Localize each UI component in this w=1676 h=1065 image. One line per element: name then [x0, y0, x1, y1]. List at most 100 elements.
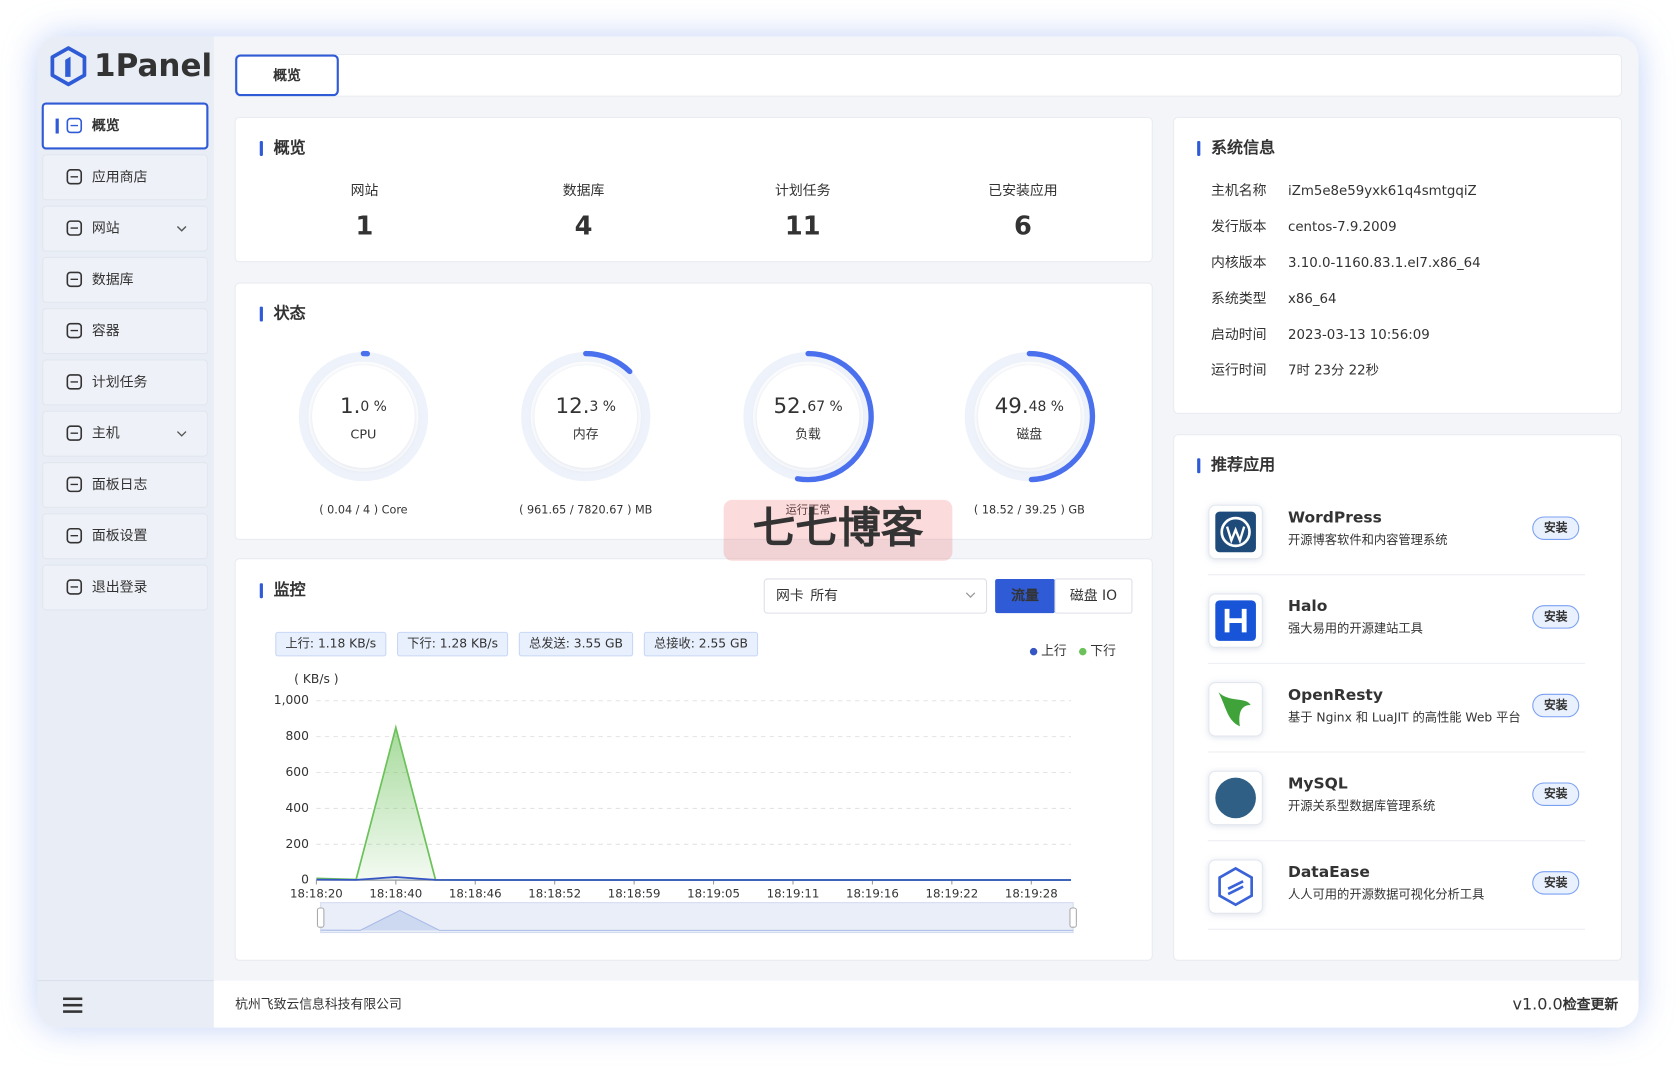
status-card	[234, 282, 1153, 540]
install-button[interactable]	[1532, 516, 1580, 540]
app-logo	[1220, 516, 1251, 548]
app-inner: 1Panel概览应用商店网站数据库容器计划任务主机面板日志面板设置退出登录杭州飞…	[37, 36, 1639, 1028]
select-chevron	[965, 592, 976, 599]
menu-icon	[66, 220, 83, 236]
gauge-value-main: 49.	[995, 394, 1029, 419]
install-label[interactable]: 安装	[1544, 875, 1568, 889]
menu-icon	[66, 169, 83, 185]
menu-item[interactable]: 数据库	[42, 256, 208, 303]
install-button[interactable]	[1532, 693, 1580, 718]
collapse-icon[interactable]	[63, 997, 83, 1001]
sysinfo-label: 启动时间	[1211, 327, 1267, 343]
menu-icon	[66, 117, 83, 134]
sysinfo-label: 发行版本	[1211, 219, 1267, 235]
install-button[interactable]	[1532, 605, 1580, 629]
gauge-value-frac: 67 %	[807, 399, 842, 415]
install-label[interactable]: 安装	[1544, 609, 1568, 623]
menu-item-bg	[42, 410, 208, 457]
legend-marker	[1079, 647, 1087, 656]
gauge-detail: ( 961.65 / 7820.67 ) MB	[519, 504, 652, 517]
menu-item[interactable]: 面板设置	[42, 513, 208, 560]
menu-item-bg	[41, 102, 209, 150]
gauge-value: 12.3 %	[556, 394, 616, 419]
x-tick-label: 18:18:46	[449, 887, 502, 901]
menu-icon	[66, 579, 83, 595]
overview-count[interactable]: 1	[356, 212, 374, 242]
stat-tag-label: 总接收: 2.55 GB	[654, 636, 748, 651]
app-desc: 开源博客软件和内容管理系统	[1288, 532, 1448, 547]
logo-icon	[50, 46, 87, 87]
app-logo	[1225, 526, 1246, 545]
menu-item[interactable]: 面板日志	[42, 461, 208, 508]
gauge-value: 52.67 %	[773, 394, 842, 419]
x-tick-label: 18:18:52	[528, 887, 581, 901]
title-bar	[1197, 458, 1201, 474]
overview-count[interactable]: 4	[575, 212, 593, 242]
menu-icon	[66, 271, 83, 288]
menu-item-bg	[42, 205, 208, 252]
tab-label: 概览	[273, 67, 301, 84]
sysinfo-value: 2023-03-13 10:56:09	[1288, 328, 1430, 343]
menu-item-bg	[42, 256, 208, 303]
gauge-arc	[794, 350, 874, 483]
gauge-value-main: 1.	[340, 394, 360, 419]
overview-count[interactable]: 6	[1014, 212, 1032, 242]
nic-select[interactable]	[763, 578, 988, 614]
tab-button[interactable]	[235, 54, 339, 97]
x-tick-label: 18:18:59	[608, 887, 661, 901]
gauge-value: 1.0 %	[340, 394, 387, 419]
tab-disk-label: 磁盘 IO	[1070, 587, 1117, 604]
stat-tag-label: 总发送: 3.55 GB	[529, 636, 623, 651]
stat-tag	[397, 631, 509, 657]
menu-chevron	[176, 225, 187, 232]
menu-item-bg	[42, 461, 208, 508]
zoom-handle[interactable]	[316, 907, 325, 928]
install-label[interactable]: 安装	[1544, 698, 1568, 712]
install-button[interactable]	[1532, 782, 1580, 806]
install-button[interactable]	[1532, 871, 1580, 895]
overview-count[interactable]: 11	[785, 212, 821, 242]
stat-tag-label: 上行: 1.18 KB/s	[285, 637, 376, 651]
install-label[interactable]: 安装	[1544, 787, 1568, 801]
menu-item[interactable]: 应用商店	[42, 154, 208, 201]
brand: 1Panel	[94, 48, 212, 84]
gauge-value-frac: 0 %	[360, 399, 386, 415]
section-title: 状态	[274, 304, 306, 323]
menu-label: 容器	[92, 322, 120, 339]
y-tick-label: 200	[285, 837, 308, 851]
slider-line	[320, 909, 1074, 931]
app-desc: 人人可用的开源数据可视化分析工具	[1288, 887, 1484, 902]
app-desc: 强大易用的开源建站工具	[1288, 621, 1423, 636]
monitor-card	[234, 558, 1153, 961]
menu-item[interactable]: 主机	[42, 410, 208, 457]
gauge-label: CPU	[350, 427, 376, 442]
menu-icon	[66, 425, 83, 441]
collapse-icon[interactable]	[63, 1003, 83, 1007]
gauge-value-main: 52.	[773, 394, 807, 419]
menu-item[interactable]: 容器	[42, 308, 208, 355]
zoom-handle[interactable]	[1069, 907, 1077, 928]
check-update[interactable]: 检查更新	[1563, 996, 1619, 1013]
gauge-inner	[756, 365, 860, 468]
app-name: DataEase	[1288, 863, 1370, 881]
menu-item[interactable]: 概览	[41, 102, 209, 150]
tab-disk[interactable]	[1054, 578, 1133, 614]
x-tick-label: 18:19:16	[846, 887, 899, 901]
install-label[interactable]: 安装	[1544, 521, 1568, 535]
menu-item[interactable]: 退出登录	[42, 564, 208, 611]
overview-card	[234, 116, 1153, 263]
gauge-value: 49.48 %	[995, 394, 1064, 419]
app-logo	[1215, 777, 1256, 819]
menu-icon	[66, 322, 83, 339]
tab-traffic[interactable]	[995, 578, 1055, 614]
menu-label: 网站	[92, 221, 120, 237]
collapse-icon[interactable]	[63, 1010, 83, 1013]
legend-label[interactable]: 下行	[1090, 644, 1116, 659]
menu-item-bg	[42, 564, 208, 611]
menu-item[interactable]: 计划任务	[42, 359, 208, 406]
x-tick-label: 18:19:22	[925, 887, 978, 901]
menu-item[interactable]: 网站	[42, 205, 208, 252]
legend-label[interactable]: 上行	[1041, 644, 1067, 659]
